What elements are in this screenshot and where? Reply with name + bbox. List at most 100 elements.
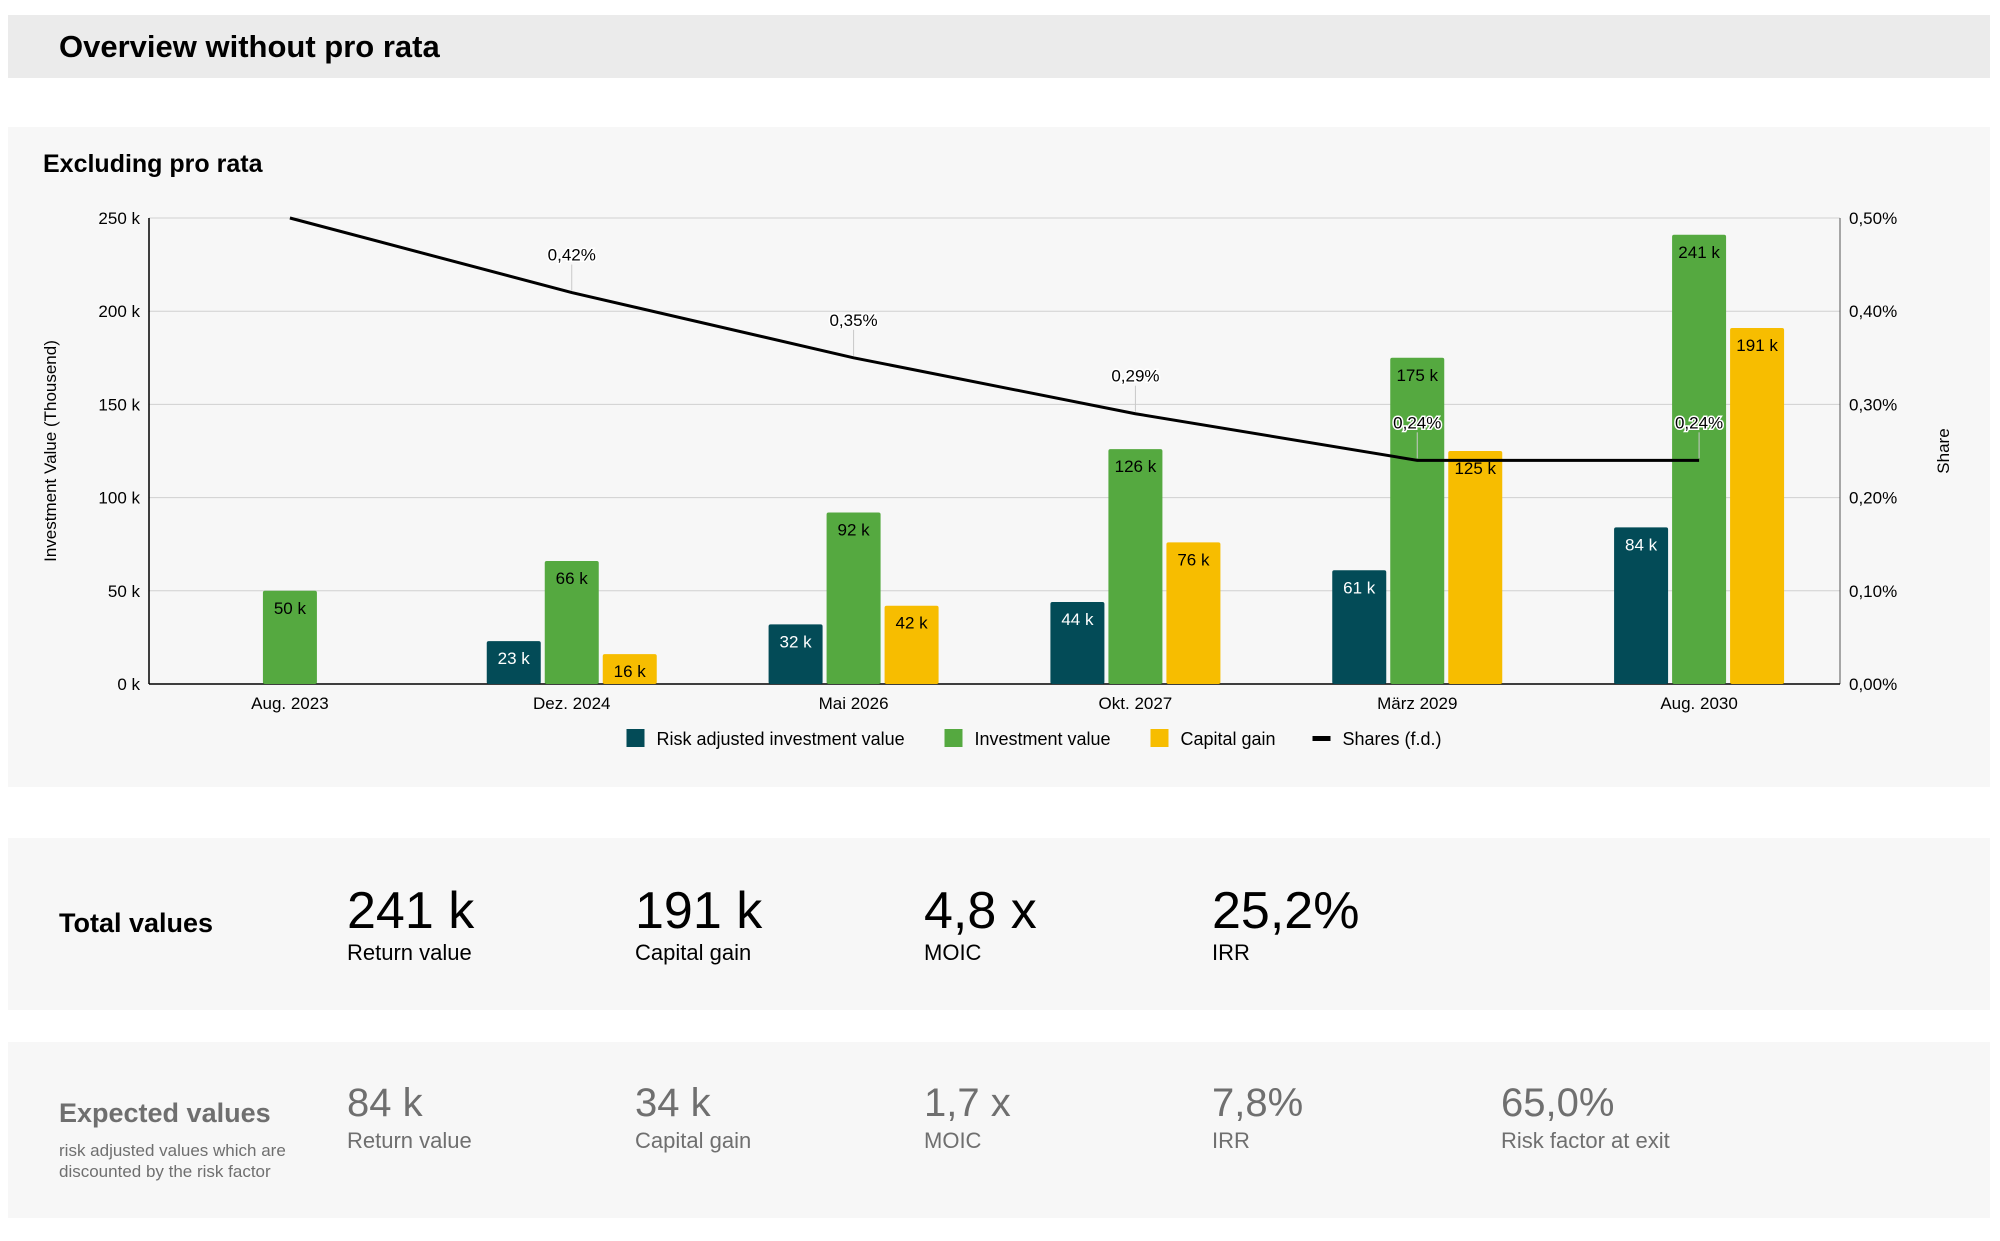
metric-value: 34 k [635, 1081, 711, 1125]
bar [826, 512, 881, 684]
total-values-card: Total values 241 k Return value 191 k Ca… [8, 838, 1990, 1010]
line-value-label: 0,29% [1111, 367, 1159, 386]
legend-swatch [944, 729, 963, 747]
bar-value-label: 126 k [1115, 457, 1157, 476]
metric-value: 65,0% [1501, 1081, 1615, 1125]
y2-tick-label: 0,00% [1849, 675, 1897, 694]
metric-label: Return value [347, 1128, 472, 1153]
bar-value-label: 125 k [1454, 459, 1496, 478]
y-tick-label: 200 k [98, 302, 140, 321]
legend-label: Investment value [975, 729, 1111, 749]
bar-value-label: 32 k [780, 632, 813, 651]
bar [602, 654, 657, 684]
y2-tick-label: 0,50% [1849, 209, 1897, 228]
x-tick-label: Mai 2026 [819, 694, 889, 713]
x-tick-label: März 2029 [1377, 694, 1457, 713]
bar-value-label: 61 k [1343, 578, 1376, 597]
bar [1614, 527, 1669, 684]
x-tick-label: Aug. 2023 [251, 694, 329, 713]
bar-value-label: 76 k [1177, 550, 1210, 569]
expected-irr: 7,8% IRR [1212, 1078, 1303, 1154]
total-values-label: Total values [59, 908, 214, 938]
metric-label: MOIC [924, 1128, 982, 1153]
y-tick-label: 150 k [98, 395, 140, 414]
metric-value: 4,8 x [924, 882, 1037, 940]
legend-label: Shares (f.d.) [1343, 729, 1442, 749]
metric-value: 25,2% [1212, 882, 1360, 940]
page-title: Overview without pro rata [59, 29, 440, 64]
y2-axis-title: Share [1934, 428, 1953, 473]
bar-value-label: 42 k [896, 614, 929, 633]
metric-label: Capital gain [635, 1128, 752, 1153]
line-value-label: 0,42% [548, 246, 596, 265]
legend-swatch [1312, 736, 1331, 741]
line-value-label: 0,24% [1393, 413, 1441, 432]
bar [1050, 601, 1105, 684]
metric-value: 7,8% [1212, 1081, 1304, 1125]
bar-value-label: 50 k [274, 599, 307, 618]
y2-tick-label: 0,10% [1849, 582, 1897, 601]
y2-tick-label: 0,30% [1849, 395, 1897, 414]
line-value-label: 0,35% [829, 311, 877, 330]
expected-values-subtitle: risk adjusted values which are discounte… [59, 1141, 286, 1181]
y-tick-label: 100 k [98, 489, 140, 508]
y-tick-label: 250 k [98, 209, 140, 228]
bar [1730, 327, 1785, 684]
bar-value-label: 84 k [1625, 535, 1658, 554]
total-irr: 25,2% IRR [1212, 882, 1359, 966]
y-tick-label: 0 k [117, 675, 140, 694]
x-tick-label: Okt. 2027 [1099, 694, 1173, 713]
legend-swatch [1150, 729, 1169, 747]
bar-value-label: 175 k [1396, 366, 1438, 385]
metric-label: Capital gain [635, 940, 752, 965]
bar [1390, 357, 1445, 684]
bar-value-label: 241 k [1678, 243, 1720, 262]
metric-value: 84 k [347, 1081, 423, 1125]
y2-tick-label: 0,20% [1849, 489, 1897, 508]
chart-title: Excluding pro rata [43, 150, 264, 178]
line-value-label: 0,24% [1675, 413, 1723, 432]
header-bar: Overview without pro rata [8, 15, 1990, 78]
metric-label: Return value [347, 940, 472, 965]
bar-value-label: 66 k [556, 569, 589, 588]
expected-risk-factor: 65,0% Risk factor at exit [1501, 1078, 1670, 1154]
bar-value-label: 92 k [838, 521, 871, 540]
metric-value: 191 k [635, 882, 763, 940]
metric-label: Risk factor at exit [1501, 1128, 1670, 1153]
metric-value: 1,7 x [924, 1081, 1011, 1125]
bar-value-label: 23 k [498, 649, 531, 668]
chart-card: Excluding pro rata 0 k 50 k 100 k 150 k 200 k… [8, 127, 1990, 787]
bar-value-label: 44 k [1061, 610, 1094, 629]
expected-values-card: Expected values risk adjusted values whi… [8, 1042, 1990, 1218]
expected-values-label: Expected values [59, 1098, 271, 1128]
metric-value: 241 k [347, 882, 475, 940]
expected-capital-gain: 34 k Capital gain [635, 1078, 751, 1154]
y2-tick-label: 0,40% [1849, 302, 1897, 321]
total-return-value: 241 k Return value [347, 882, 474, 966]
bar [768, 624, 823, 684]
bar [884, 605, 939, 684]
metric-label: MOIC [924, 940, 982, 965]
bar-value-label: 191 k [1736, 336, 1778, 355]
bar [1332, 570, 1387, 684]
x-tick-label: Dez. 2024 [533, 694, 611, 713]
legend-swatch [626, 729, 645, 747]
bar [1448, 451, 1503, 684]
y-axis-title: Investment Value (Thousend) [41, 340, 60, 562]
bar [486, 641, 541, 684]
shares-line [289, 216, 1700, 462]
bar [544, 560, 599, 684]
metric-label: IRR [1212, 940, 1250, 965]
investment-chart: Excluding pro rata 0 k 50 k 100 k 150 k 200 k… [41, 150, 1953, 749]
expected-return-value: 84 k Return value [347, 1078, 472, 1154]
y-tick-label: 50 k [108, 582, 141, 601]
metric-label: IRR [1212, 1128, 1250, 1153]
bar [1108, 449, 1163, 684]
bar [262, 590, 317, 684]
legend-label: Capital gain [1181, 729, 1276, 749]
total-moic: 4,8 x MOIC [924, 882, 1037, 966]
expected-moic: 1,7 x MOIC [924, 1078, 1011, 1154]
bar-value-label: 16 k [614, 662, 647, 681]
legend-label: Risk adjusted investment value [657, 729, 905, 749]
total-capital-gain: 191 k Capital gain [635, 882, 762, 966]
